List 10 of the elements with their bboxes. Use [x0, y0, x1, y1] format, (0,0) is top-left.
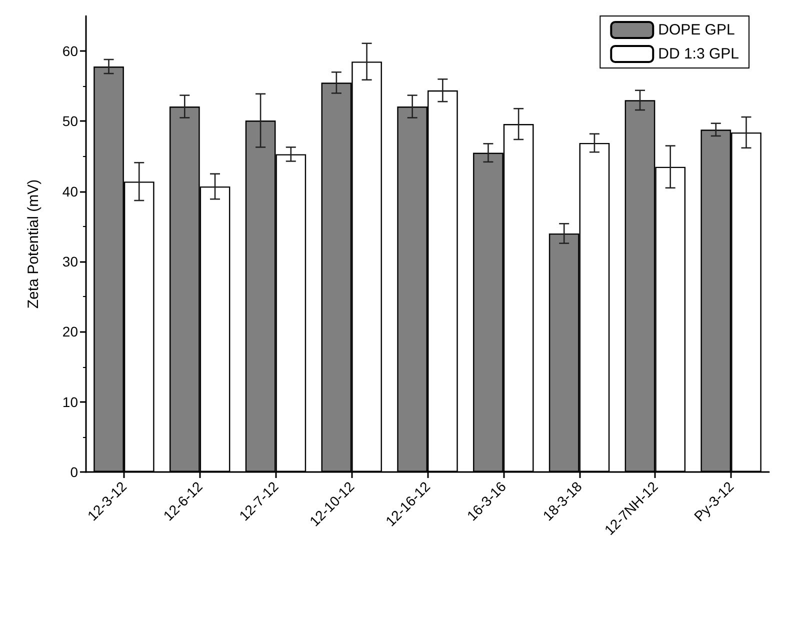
y-tick-label: 60	[62, 43, 78, 60]
y-tick-label: 30	[62, 254, 78, 270]
y-tick-label: 20	[62, 324, 78, 340]
y-tick-label: 40	[62, 183, 78, 200]
y-tick-label: 0	[70, 464, 78, 480]
legend-label: DOPE GPL	[658, 22, 735, 38]
y-axis-title: Zeta Potential (mV)	[25, 179, 42, 309]
legend-label: DD 1:3 GPL	[658, 46, 740, 62]
y-tick-label: 50	[62, 113, 78, 130]
y-tick-label: 10	[62, 394, 78, 410]
